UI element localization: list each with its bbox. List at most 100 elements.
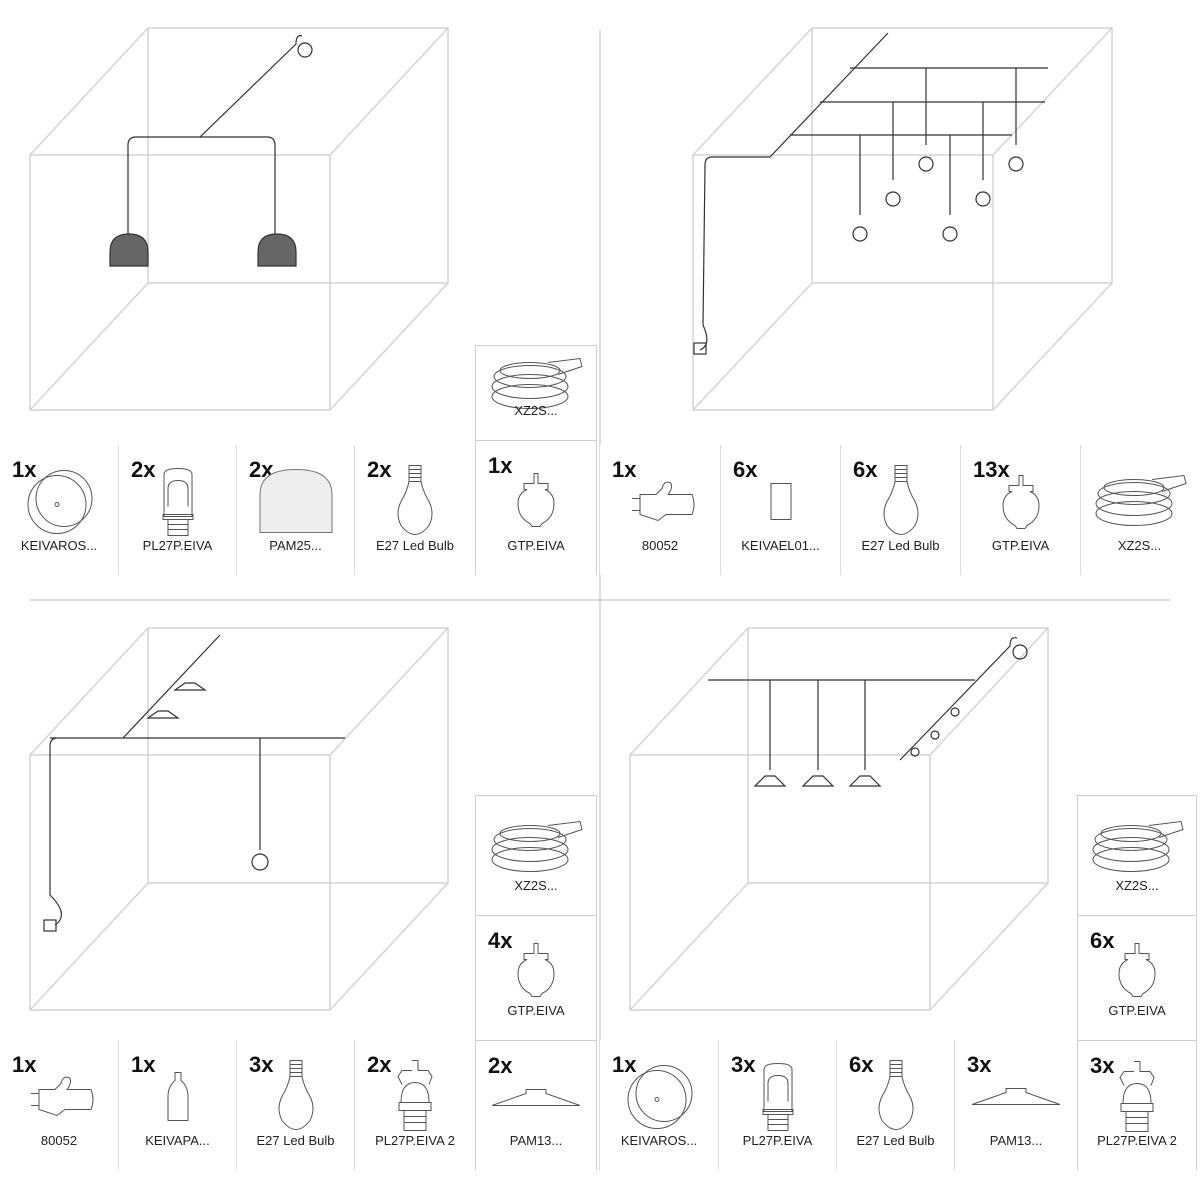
part-tile: 1x KEIVAROS... <box>0 445 118 575</box>
part-tile: 13x GTP.EIVA <box>960 445 1080 575</box>
bulb-icon <box>879 464 923 545</box>
part-tile: 2x PAM13... <box>475 1040 597 1170</box>
ring-holder-icon <box>1115 1059 1159 1140</box>
flat-shade-icon <box>970 1085 1062 1114</box>
cord-grip-icon <box>514 472 558 533</box>
part-tile: 6x E27 Led Bulb <box>836 1040 954 1170</box>
part-quantity: 6x <box>733 457 758 482</box>
part-label: 80052 <box>40 1133 78 1148</box>
part-label: PL27P.EIVA 2 <box>375 1133 455 1148</box>
q4-wiring <box>708 637 1028 787</box>
part-label: E27 Led Bulb <box>856 1133 935 1148</box>
part-label: E27 Led Bulb <box>375 538 455 553</box>
part-label: KEIVAROS... <box>620 1133 698 1148</box>
ceiling-rose-icon <box>24 467 94 542</box>
part-label: KEIVAEL01... <box>741 538 820 553</box>
part-tile: XZ2S... <box>475 795 597 915</box>
lamp-holder-icon <box>758 1062 798 1137</box>
part-tile: 3x PAM13... <box>954 1040 1077 1170</box>
part-tile: 3x E27 Led Bulb <box>236 1040 354 1170</box>
cable-coil-icon <box>1089 815 1185 884</box>
part-label: PL27P.EIVA <box>742 1133 813 1148</box>
part-label: XZ2S... <box>1117 538 1162 553</box>
part-tile: 1x KEIVAROS... <box>600 1040 718 1170</box>
part-label: KEIVAROS... <box>20 538 98 553</box>
bottle-cover-icon <box>166 1071 190 1128</box>
part-quantity: 2x <box>131 457 156 482</box>
dome-shade-icon <box>256 467 336 542</box>
cord-grip-icon <box>999 474 1043 535</box>
part-label: KEIVAPA... <box>145 1133 210 1148</box>
part-tile: 2x PAM25... <box>236 445 354 575</box>
part-tile: 1x 80052 <box>600 445 720 575</box>
bulb-icon <box>874 1059 918 1140</box>
part-quantity: 1x <box>612 457 637 482</box>
bulb-icon <box>274 1059 318 1140</box>
bulbs <box>852 156 1024 242</box>
cord-grip-icon <box>1115 942 1159 1003</box>
part-tile: 6x GTP.EIVA <box>1077 915 1197 1040</box>
cord-grip-icon <box>514 942 558 1003</box>
dome-shade-icon <box>109 233 149 267</box>
part-label: GTP.EIVA <box>991 538 1050 553</box>
part-quantity: 1x <box>12 457 37 482</box>
part-tile: 1x 80052 <box>0 1040 118 1170</box>
part-label: GTP.EIVA <box>1108 1003 1166 1018</box>
part-quantity: 3x <box>249 1052 274 1077</box>
part-label: XZ2S... <box>514 878 558 893</box>
flat-shade-icon <box>753 775 882 787</box>
room-cube-outline <box>29 27 449 411</box>
part-label: GTP.EIVA <box>507 538 565 553</box>
dome-shade-icon <box>257 233 297 267</box>
part-quantity: 3x <box>1090 1053 1115 1078</box>
plug-icon <box>693 342 707 355</box>
part-quantity: 2x <box>488 1053 513 1078</box>
part-tile: 1x GTP.EIVA <box>475 440 597 575</box>
plug-icon <box>43 919 57 932</box>
lamp-holder-icon <box>158 467 198 542</box>
part-tile: 6x KEIVAEL01... <box>720 445 840 575</box>
part-tile: XZ2S... <box>1077 795 1197 915</box>
ring-holder-icon <box>393 1059 437 1140</box>
part-tile: 6x E27 Led Bulb <box>840 445 960 575</box>
socket-cover-icon <box>769 482 793 527</box>
part-quantity: 1x <box>12 1052 37 1077</box>
part-quantity: 1x <box>488 453 513 478</box>
q3-wiring <box>43 634 345 932</box>
flat-shade-icon <box>146 682 207 719</box>
part-label: XZ2S... <box>1115 878 1159 893</box>
room-cube-outline <box>629 627 1049 1011</box>
part-tile: 3x PL27P.EIVA <box>718 1040 836 1170</box>
part-label: PL27P.EIVA 2 <box>1097 1133 1177 1148</box>
cable-coil-icon <box>488 353 584 422</box>
plug-icon <box>21 1074 97 1125</box>
bulb-icon <box>251 853 269 871</box>
ceiling-rose-icon <box>624 1062 694 1137</box>
part-label: PL27P.EIVA <box>142 538 213 553</box>
part-quantity: 3x <box>967 1052 992 1077</box>
part-tile: XZ2S... <box>1080 445 1198 575</box>
part-quantity: 6x <box>853 457 878 482</box>
part-quantity: 2x <box>367 457 392 482</box>
part-label: GTP.EIVA <box>507 1003 565 1018</box>
room-cube-outline <box>692 27 1113 411</box>
part-tile: 2x E27 Led Bulb <box>354 445 475 575</box>
part-quantity: 1x <box>131 1052 156 1077</box>
part-label: XZ2S... <box>514 403 558 418</box>
ceiling-rose-icon <box>1012 644 1028 660</box>
cable-coil-icon <box>1092 470 1188 539</box>
part-label: E27 Led Bulb <box>861 538 940 553</box>
part-tile: XZ2S... <box>475 345 597 440</box>
room-cube-outline <box>29 627 449 1011</box>
part-label: PAM13... <box>989 1133 1043 1148</box>
part-tile: 2x PL27P.EIVA <box>118 445 236 575</box>
part-quantity: 1x <box>612 1052 637 1077</box>
part-tile: 1x KEIVAPA... <box>118 1040 236 1170</box>
q1-wiring <box>109 35 313 267</box>
part-tile: 4x GTP.EIVA <box>475 915 597 1040</box>
part-label: PAM25... <box>269 538 322 553</box>
part-label: 80052 <box>641 538 679 553</box>
part-quantity: 2x <box>367 1052 392 1077</box>
part-label: PAM13... <box>509 1133 563 1148</box>
